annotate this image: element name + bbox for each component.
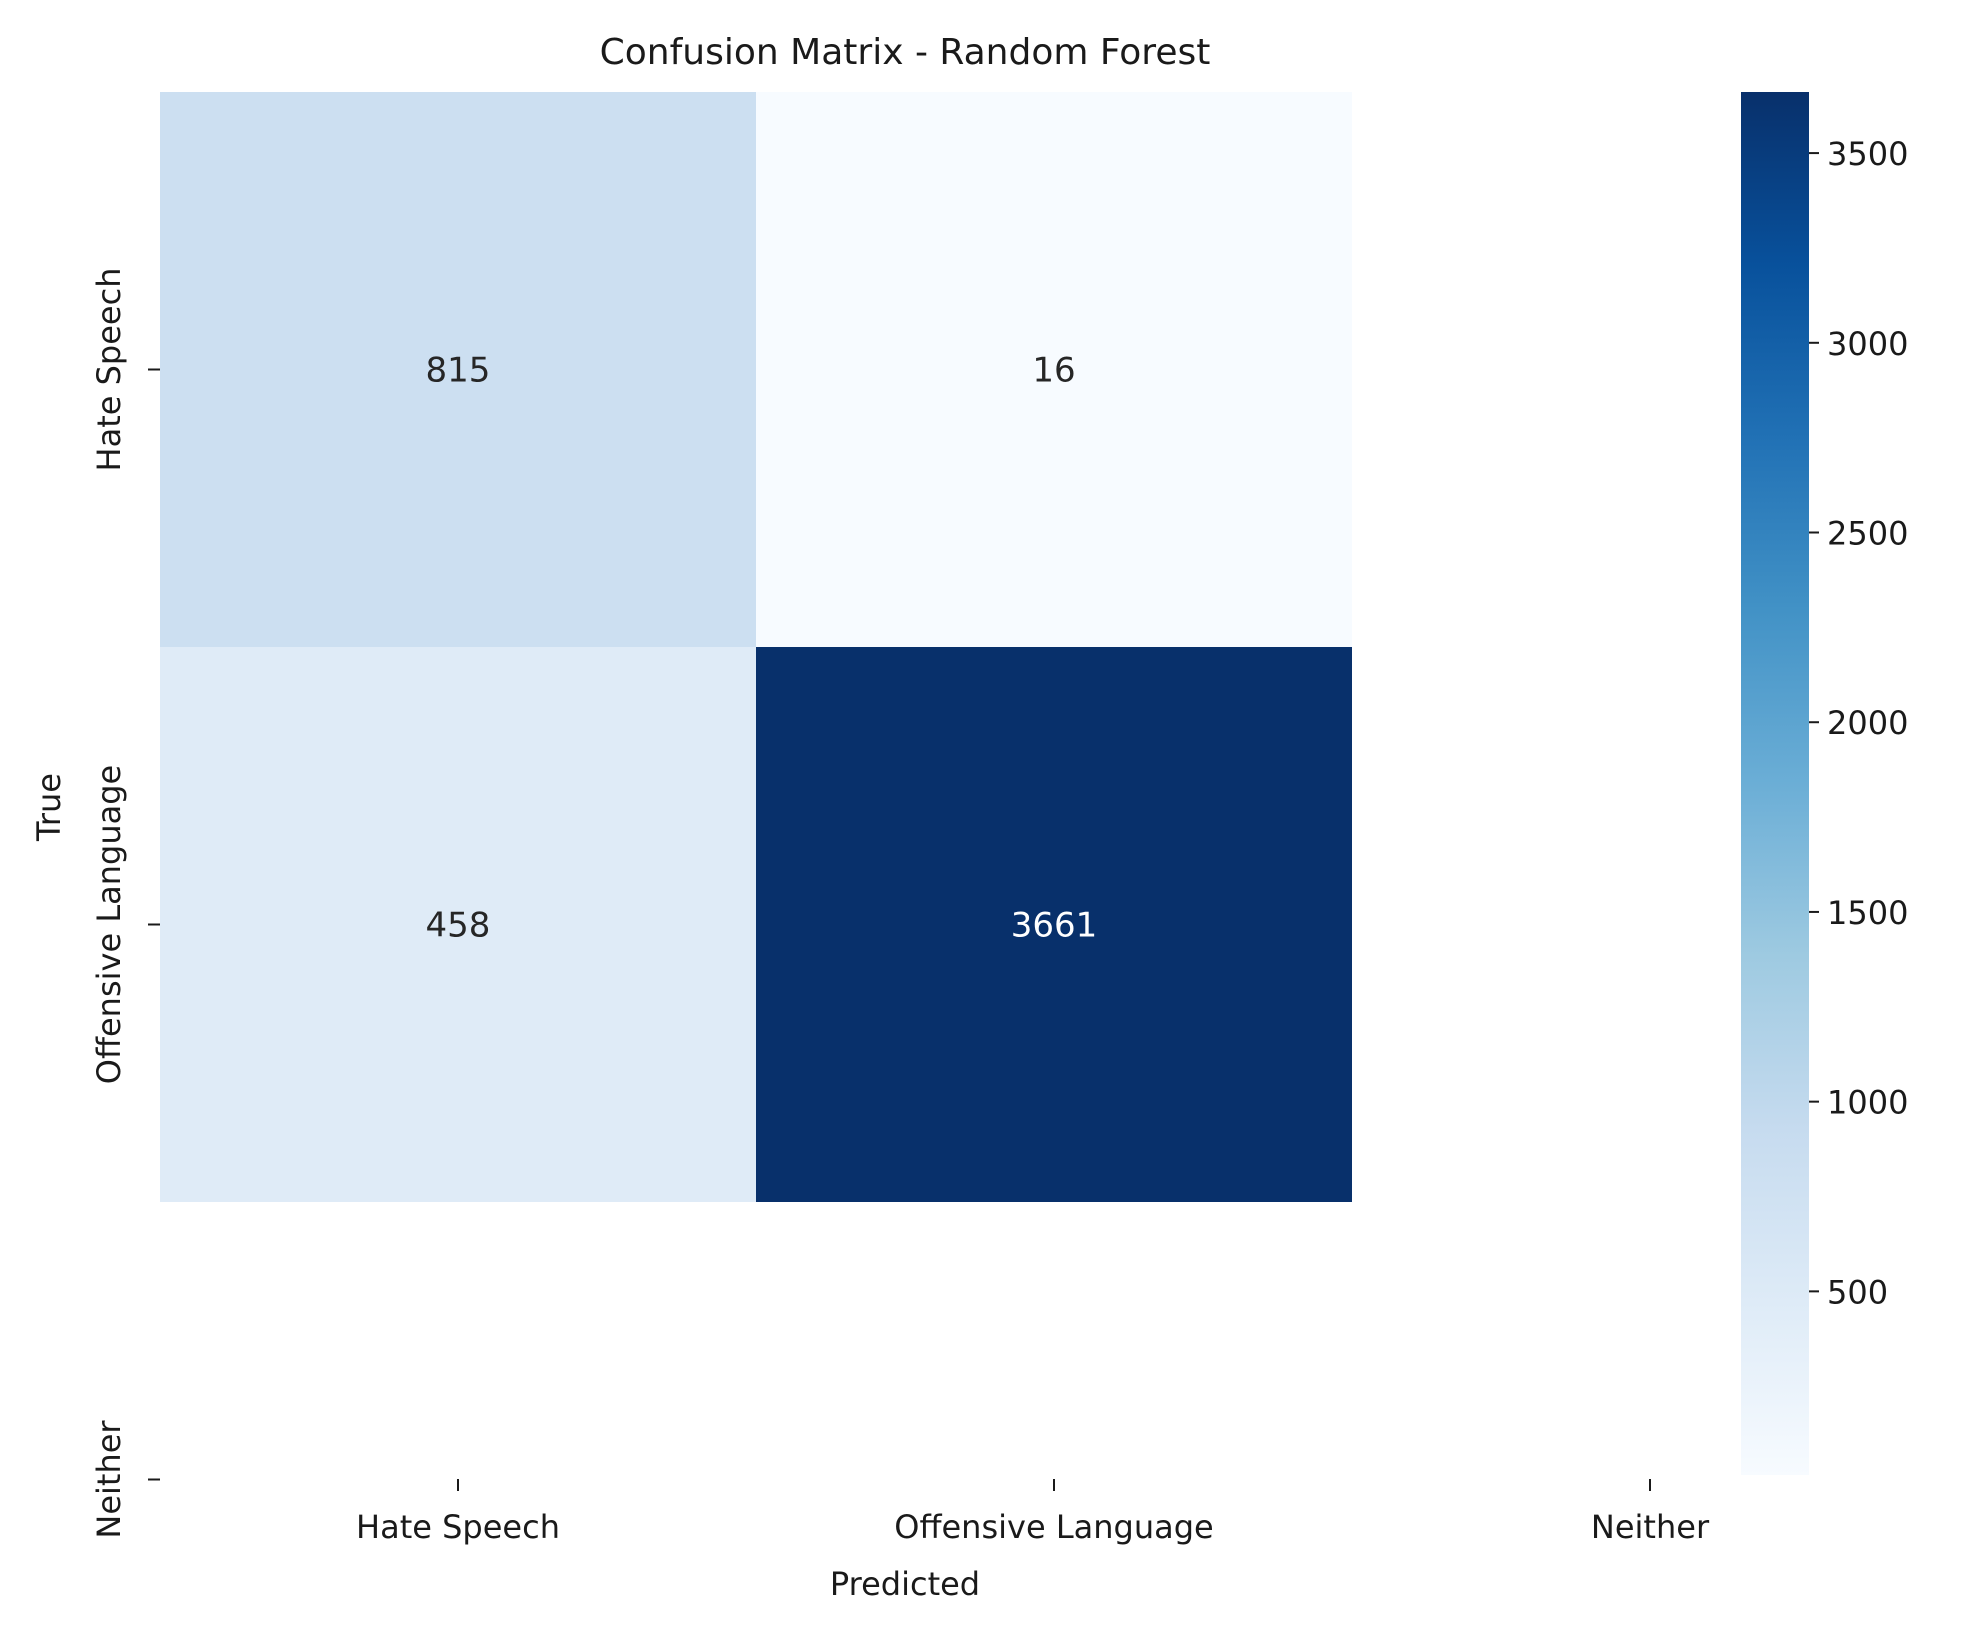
heatmap-cell [756,647,1352,1202]
heatmap-cell-labels: 815 16 458 3661 [426,351,1098,946]
colorbar [1741,92,1809,1475]
heatmap-cells [160,92,1352,1202]
x-axis-label: Predicted [830,1565,980,1603]
colorbar-tick-label: 2000 [1827,704,1908,742]
colorbar-tick-label: 3000 [1827,325,1908,363]
colorbar-tick-label: 3500 [1827,135,1908,173]
cell-value-label: 3661 [1011,906,1098,946]
y-axis-label: True [30,773,68,842]
colorbar-tick-label: 2500 [1827,515,1908,553]
colorbar-tick-label: 500 [1827,1273,1888,1311]
colorbar-tick-label: 1500 [1827,894,1908,932]
x-tick-label: Offensive Language [894,1508,1213,1546]
y-axis: Hate Speech Offensive Language Neither [90,268,160,1539]
x-tick-label: Hate Speech [356,1508,560,1546]
cell-value-label: 16 [1032,351,1075,391]
colorbar-ticks: 500 1000 1500 2000 2500 3000 3500 [1809,135,1908,1311]
x-tick-label: Neither [1591,1508,1710,1546]
y-tick-label: Hate Speech [90,268,128,472]
cell-value-label: 815 [426,351,491,391]
heatmap-cell [160,647,756,1202]
y-tick-label: Neither [90,1420,128,1539]
x-axis: Hate Speech Offensive Language Neither [356,1479,1710,1546]
heatmap-cell [756,92,1352,647]
cell-value-label: 458 [426,906,491,946]
y-tick-label: Offensive Language [90,765,128,1084]
colorbar-tick-label: 1000 [1827,1084,1908,1122]
heatmap-cell [160,92,756,647]
chart-title: Confusion Matrix - Random Forest [600,32,1211,73]
